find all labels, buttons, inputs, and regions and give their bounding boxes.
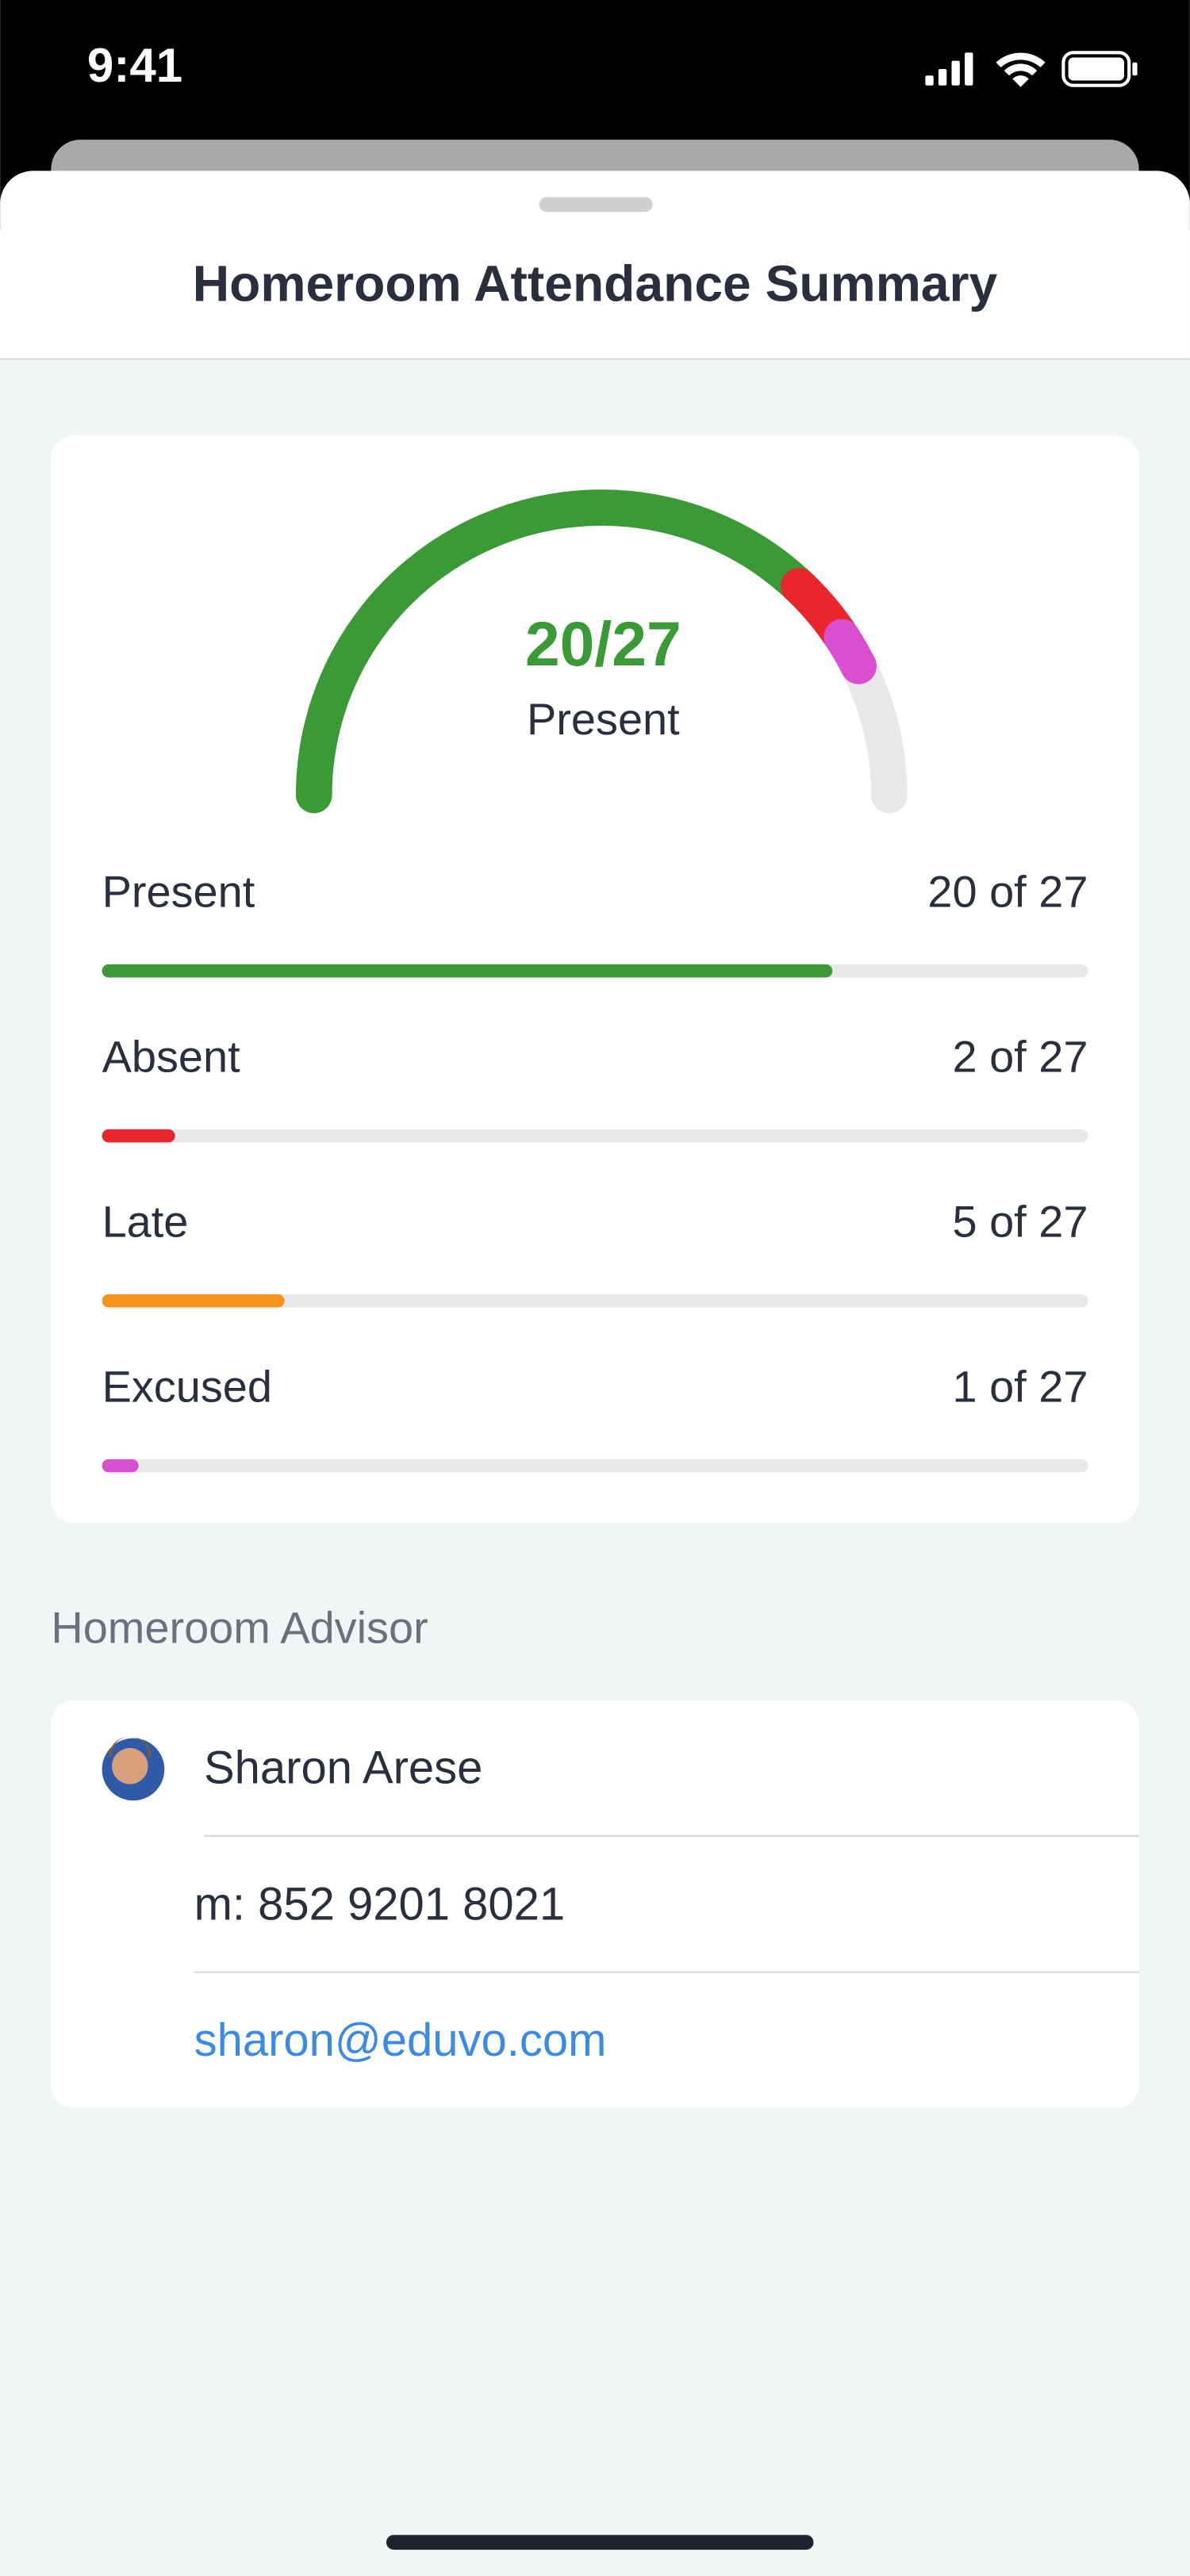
status-icons	[925, 51, 1138, 87]
row-label: Excused	[102, 1362, 272, 1412]
advisor-card	[51, 1700, 1139, 2108]
row-value: 1 of 27	[952, 1362, 1088, 1412]
advisor-phone[interactable]: m: 852 9201 8021	[194, 1878, 566, 1930]
gauge-segment	[296, 489, 817, 814]
row-label: Present	[102, 867, 255, 917]
row-label: Absent	[102, 1032, 241, 1082]
bar	[102, 964, 833, 978]
home-indicator	[386, 2535, 814, 2550]
bar-track	[102, 1129, 1088, 1143]
advisor-name: Sharon Arese	[204, 1742, 482, 1793]
title: Homeroom Attendance Summary	[193, 255, 998, 312]
gauge-segment	[823, 619, 877, 684]
gauge-caption: Present	[527, 694, 680, 744]
bar-track	[102, 1294, 1088, 1308]
bar-track	[102, 1459, 1088, 1473]
section-title: Homeroom Advisor	[51, 1603, 428, 1653]
row-value: 5 of 27	[952, 1197, 1088, 1247]
gauge	[296, 489, 908, 814]
bar	[102, 1129, 175, 1143]
row-value: 20 of 27	[927, 867, 1088, 917]
gauge-headline: 20/27	[525, 609, 681, 679]
row-label: Late	[102, 1197, 189, 1247]
avatar	[102, 1736, 165, 1801]
grabber[interactable]	[539, 197, 653, 213]
advisor-email[interactable]: sharon@eduvo.com	[194, 2014, 607, 2066]
bar	[102, 1294, 285, 1308]
sheet-header	[0, 171, 1190, 358]
bar	[102, 1459, 139, 1473]
row-value: 2 of 27	[952, 1032, 1088, 1082]
attendance-rows: Present 20 of 27 Absent 2 of 27 Late 5 of 27 E…	[102, 867, 1088, 1473]
status-time: 9:41	[87, 39, 182, 92]
summary-card	[51, 435, 1139, 1524]
